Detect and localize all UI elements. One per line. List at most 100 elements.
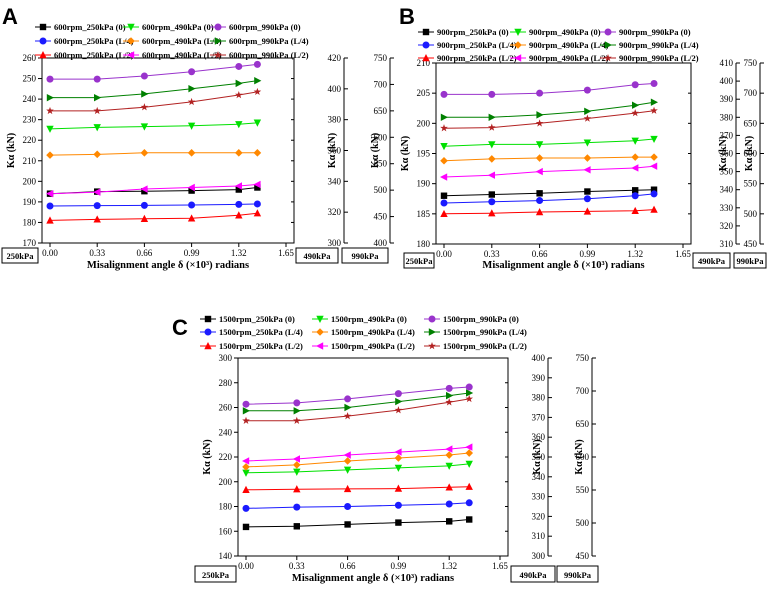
data-point [583,195,591,203]
data-point [235,79,243,88]
series-line [443,156,654,162]
data-point [488,90,496,98]
data-point [344,503,352,510]
legend-label: 900rpm_250kPa (L/2) [437,53,517,63]
y-tick-label: 220 [219,452,233,462]
data-point [650,190,658,198]
x-axis-label: Misalignment angle δ (×10³) radians [87,260,249,271]
data-point [584,107,592,115]
data-point [536,111,544,119]
data-point [631,109,639,117]
panel-letter: A [2,4,18,29]
data-point [140,103,149,111]
data-point [536,89,544,97]
data-point [440,192,448,199]
legend-marker [39,37,47,45]
y-tick-label: 380 [532,393,546,403]
data-point [344,403,352,412]
y-tick-label: 600 [374,132,388,142]
series-1500rpm_250kPa (L/4) [242,499,473,512]
y-tick-label: 205 [417,88,431,98]
data-point [440,173,448,181]
y-tick-label: 195 [417,149,431,159]
x-axis-label: Misalignment angle δ (×10³) radians [292,573,454,584]
data-point [632,101,640,109]
data-point [235,200,243,208]
data-point [488,198,496,206]
data-point [650,106,658,114]
y-tick-label: 600 [744,149,758,159]
y-tick-label: 200 [219,477,233,487]
legend-label: 600rpm_250kPa (L/2) [54,50,134,60]
data-point [583,86,591,94]
series-line [443,138,655,147]
data-point [394,390,402,398]
axis-name-box [1,247,39,264]
panel-A: A 0.00 0.33 0.66 0.99 1.32 1.65 Misalignment an… [1,4,394,271]
y-tick-label: 180 [417,239,431,249]
data-point [187,122,196,130]
series-line [245,446,470,462]
data-point [465,482,473,490]
y-tick-label: 650 [744,118,758,128]
y-tick-label: 220 [23,135,37,145]
data-point [650,98,659,106]
y-tick-label: 190 [23,197,37,207]
data-point [242,469,250,477]
y-tick-label: 340 [720,185,734,195]
legend-label: 1500rpm_990kPa (L/2) [443,341,527,351]
data-point [440,209,448,218]
data-point [583,207,592,215]
data-point [46,93,54,102]
data-point [465,394,474,403]
legend-marker [214,51,222,59]
series-900rpm_990kPa (0) [440,80,658,98]
y-tick-label: 230 [23,115,37,125]
series-600rpm_250kPa (L/4) [46,200,261,210]
data-point [343,457,352,465]
y-tick-label: 210 [23,156,37,166]
x-tick-label: 1.32 [627,249,643,259]
series-line [49,152,258,156]
y-tick-label: 300 [328,238,342,248]
data-point [187,97,196,106]
data-point [242,485,250,493]
data-point [253,87,262,96]
legend-label: 1500rpm_250kPa (L/4) [219,327,303,337]
series-1500rpm_990kPa (0) [242,383,473,408]
y-axis-label-490kPa: Kα (kN) [718,136,729,171]
data-point [141,90,149,98]
legend-marker [204,315,212,323]
y-tick-label: 360 [532,432,546,442]
data-point [650,153,658,161]
data-point [465,449,474,457]
y-tick-label: 380 [328,115,342,125]
axis-name-label: 490kPa [304,251,332,261]
series-line [443,110,655,129]
y-tick-label: 500 [374,185,388,195]
plot-frame [435,62,692,245]
series-line [245,463,470,474]
data-point [631,192,639,200]
y-tick-label: 340 [532,472,546,482]
y-tick-label: 320 [328,207,342,217]
data-point [583,114,592,122]
y-tick-label: 260 [219,403,233,413]
data-point [466,516,473,523]
axis-name-label: 990kPa [352,251,380,261]
data-point [187,214,196,222]
legend-marker [127,51,135,59]
data-point [343,484,352,493]
y-tick-label: 750 [576,353,590,363]
series-900rpm_250kPa (L/2) [440,205,658,218]
legend-label: 600rpm_990kPa (L/4) [229,36,309,46]
legend-marker [422,41,430,49]
data-point [631,81,639,89]
legend-marker [39,51,47,59]
data-point [140,123,149,131]
data-point [344,521,351,528]
y-tick-label: 310 [532,531,546,541]
data-point [242,416,250,424]
y-tick-label: 500 [576,518,590,528]
y-tick-label: 700 [374,79,388,89]
